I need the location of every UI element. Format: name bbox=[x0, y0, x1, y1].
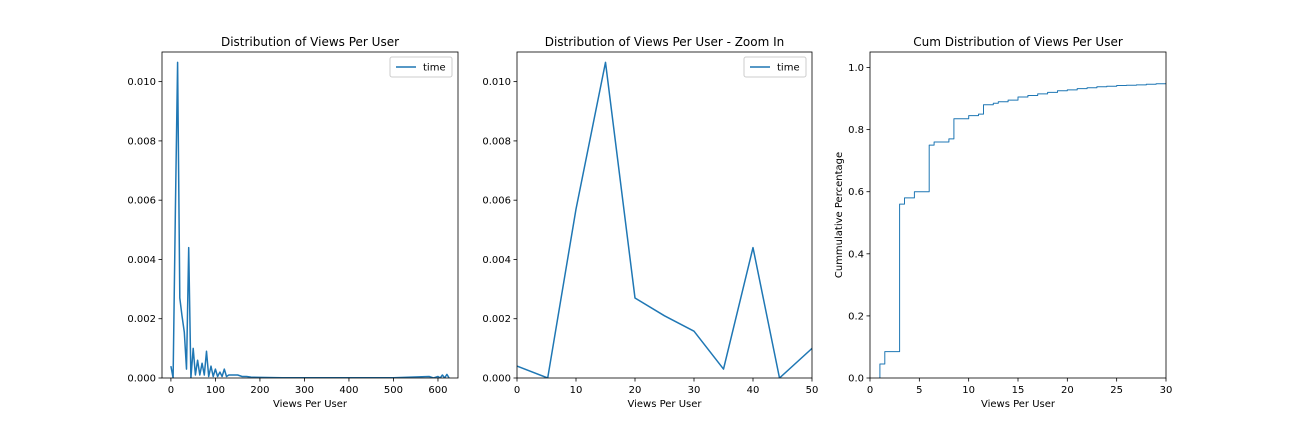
y-axis-label: Cummulative Percentage bbox=[834, 152, 845, 278]
x-tick-label: 20 bbox=[1061, 385, 1074, 396]
series-line-time bbox=[170, 61, 450, 378]
axes-frame bbox=[161, 51, 459, 379]
x-tick-label: 10 bbox=[570, 385, 583, 396]
x-axis-label: Views Per User bbox=[273, 399, 348, 410]
y-tick-label: 1.0 bbox=[848, 63, 864, 74]
y-tick-label: 0.000 bbox=[482, 374, 511, 385]
x-tick-label: 200 bbox=[250, 385, 269, 396]
x-tick-label: 50 bbox=[806, 385, 819, 396]
x-tick-label: 0 bbox=[867, 385, 873, 396]
x-tick-label: 100 bbox=[206, 385, 225, 396]
chart-panel-2: 0 10 20 30 40 50 0.000 0.002 0.004 0.006 0.008 0.01… bbox=[482, 35, 819, 410]
x-tick-label: 20 bbox=[629, 385, 642, 396]
chart-title: Distribution of Views Per User - Zoom In bbox=[545, 35, 785, 49]
chart-panel-1: 0 100 200 300 400 500 600 0.000 0.002 0.004 0.006 0… bbox=[127, 35, 459, 410]
legend-box bbox=[389, 56, 453, 78]
x-axis-label: Views Per User bbox=[627, 399, 702, 410]
y-tick-label: 0.010 bbox=[482, 77, 511, 88]
y-tick-label: 0.0 bbox=[848, 374, 864, 385]
y-tick-label: 0.004 bbox=[482, 255, 511, 266]
x-tick-label: 400 bbox=[339, 385, 358, 396]
x-tick-label: 40 bbox=[747, 385, 760, 396]
y-tick-label: 0.006 bbox=[482, 196, 511, 207]
x-tick-label: 0 bbox=[168, 385, 174, 396]
series-line-cumulative bbox=[879, 83, 1166, 378]
x-tick-label: 0 bbox=[514, 385, 520, 396]
x-tick-label: 30 bbox=[688, 385, 701, 396]
axes-frame bbox=[869, 51, 1167, 379]
y-tick-label: 0.002 bbox=[127, 314, 156, 325]
y-tick-label: 0.002 bbox=[482, 314, 511, 325]
x-tick-label: 30 bbox=[1160, 385, 1173, 396]
y-tick-label: 0.004 bbox=[127, 255, 156, 266]
x-axis-label: Views Per User bbox=[981, 399, 1056, 410]
y-tick-label: 0.000 bbox=[127, 374, 156, 385]
chart-title: Cum Distribution of Views Per User bbox=[913, 35, 1123, 49]
axes-frame bbox=[516, 51, 813, 379]
x-tick-label: 600 bbox=[428, 385, 447, 396]
legend-label: time bbox=[777, 63, 800, 74]
y-tick-label: 0.006 bbox=[127, 196, 156, 207]
x-tick-label: 300 bbox=[295, 385, 314, 396]
y-tick-label: 0.8 bbox=[848, 125, 864, 136]
legend-box bbox=[743, 56, 807, 78]
x-tick-label: 15 bbox=[1012, 385, 1025, 396]
y-tick-label: 0.008 bbox=[127, 136, 156, 147]
chart-title: Distribution of Views Per User bbox=[221, 35, 399, 49]
y-tick-label: 0.4 bbox=[848, 249, 864, 260]
y-tick-label: 0.2 bbox=[848, 311, 864, 322]
x-tick-label: 5 bbox=[916, 385, 922, 396]
series-line-time bbox=[517, 61, 812, 378]
chart-panel-3: 0 5 10 15 20 25 30 0.0 0.2 0.4 0.6 0.8 1.0 Cum Distri… bbox=[834, 35, 1172, 410]
x-tick-label: 10 bbox=[962, 385, 975, 396]
legend-label: time bbox=[423, 63, 446, 74]
legend: time bbox=[389, 56, 453, 78]
x-tick-label: 500 bbox=[384, 385, 403, 396]
legend: time bbox=[743, 56, 807, 78]
y-tick-label: 0.008 bbox=[482, 136, 511, 147]
y-tick-label: 0.6 bbox=[848, 187, 864, 198]
x-tick-label: 25 bbox=[1110, 385, 1123, 396]
y-tick-label: 0.010 bbox=[127, 77, 156, 88]
